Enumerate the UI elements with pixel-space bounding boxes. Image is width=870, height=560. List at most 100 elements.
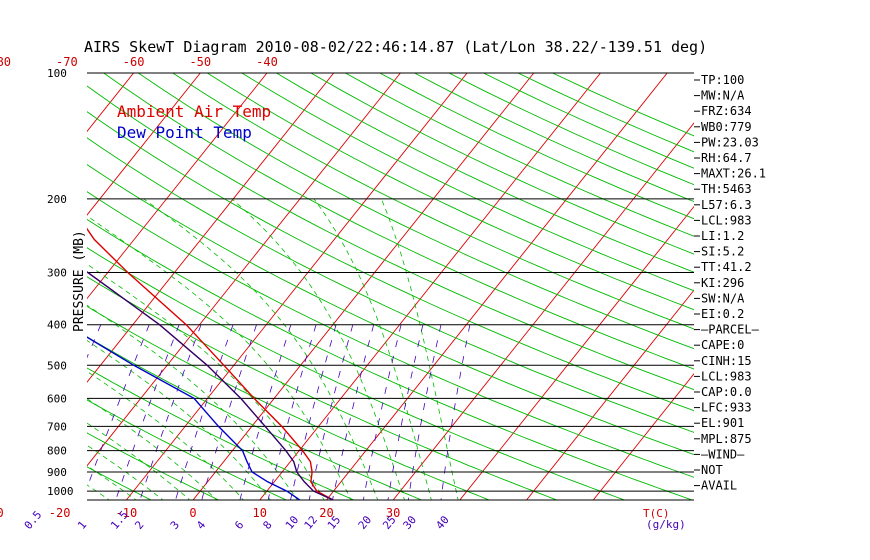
- isotherm-lines: [0, 73, 694, 502]
- dry-adiabat-line: [87, 137, 694, 433]
- moist-adiabat-line: [87, 215, 352, 500]
- index-entry: LCL:983: [701, 369, 752, 383]
- mixing-ratio-line: [267, 324, 317, 500]
- isotherm-line: [125, 73, 468, 500]
- mixing-ratio-line: [175, 324, 234, 500]
- dry-adiabat-line: [276, 73, 694, 273]
- index-entry: PW:23.03: [701, 135, 759, 149]
- mixing-ratio-line: [332, 324, 375, 500]
- series-layer: [87, 227, 334, 500]
- isotherm-line: [325, 73, 668, 500]
- top-temp-tick-label: -80: [0, 55, 11, 69]
- index-entry: EL:901: [701, 416, 744, 430]
- index-entry: TP:100: [701, 73, 744, 87]
- index-entry: MAXT:26.1: [701, 167, 766, 181]
- pressure-tick-label: 1000: [47, 485, 74, 498]
- mixing-ratio-label: 20: [356, 513, 374, 532]
- index-entry: EI:0.2: [701, 307, 744, 321]
- pressure-tick-label: 800: [47, 445, 67, 458]
- index-entry: L57:6.3: [701, 198, 752, 212]
- isotherm-line: [0, 73, 67, 502]
- index-entry: CAPE:0: [701, 338, 744, 352]
- dry-adiabat-line: [310, 73, 694, 255]
- index-entry: LI:1.2: [701, 229, 744, 243]
- mixing-ratio-label: 3: [168, 518, 182, 531]
- bottom-temp-tick-label: -30: [0, 506, 4, 520]
- bottom-temp-tick-label: 10: [253, 506, 267, 520]
- index-entry: —WIND—: [701, 447, 745, 461]
- moist-adiabat-line: [87, 398, 218, 500]
- top-temp-tick-label: -70: [56, 55, 78, 69]
- mixing-ratio-line: [139, 324, 202, 500]
- legend-dew-point-temp: Dew Point Temp: [117, 123, 252, 142]
- isotherm-line: [87, 73, 201, 216]
- mixing-ratio-line: [87, 324, 150, 490]
- moist-adiabat-line: [87, 304, 298, 500]
- index-entry: —PARCEL—: [701, 323, 760, 337]
- moist-adiabat-lines: [87, 198, 459, 500]
- mixing-ratio-unit-label: (g/kg): [646, 518, 686, 531]
- mixing-ratio-line: [308, 324, 354, 500]
- dry-adiabat-line: [103, 73, 694, 370]
- index-entry: SW:N/A: [701, 291, 745, 305]
- top-temp-tick-label: -50: [189, 55, 211, 69]
- moist-adiabat-line: [87, 340, 271, 500]
- series-line: [87, 336, 301, 500]
- dry-adiabat-line: [87, 163, 694, 456]
- bottom-temp-tick-label: 30: [386, 506, 400, 520]
- bottom-temp-tick-label: 0: [189, 506, 196, 520]
- index-entry: LCL:983: [701, 213, 752, 227]
- mixing-ratio-label: 2: [132, 518, 146, 531]
- mixing-ratio-label: 6: [232, 518, 246, 531]
- dry-adiabat-line: [87, 85, 694, 391]
- pressure-tick-label: 400: [47, 319, 67, 332]
- index-entry: KI:296: [701, 276, 744, 290]
- dry-adiabat-line: [0, 73, 19, 502]
- pressure-tick-label: 700: [47, 420, 67, 433]
- index-entry: AVAIL: [701, 479, 737, 493]
- isotherm-line: [459, 205, 694, 500]
- isotherm-line: [525, 289, 694, 500]
- mixing-ratio-line: [387, 324, 424, 500]
- dry-adiabat-line: [207, 73, 694, 311]
- mixing-ratio-label: 8: [260, 518, 274, 531]
- temperature-unit-label: T(C): [643, 507, 670, 520]
- series-line: [87, 227, 334, 500]
- dry-adiabat-line: [517, 73, 694, 153]
- mixing-ratio-label: 40: [433, 513, 451, 532]
- pressure-tick-label: 900: [47, 466, 67, 479]
- index-entry: TH:5463: [701, 182, 752, 196]
- pressure-tick-label: 500: [47, 359, 67, 372]
- index-entry: SI:5.2: [701, 245, 744, 259]
- mixing-ratio-line: [239, 324, 292, 500]
- pressure-tick-label: 600: [47, 392, 67, 405]
- chart-title: AIRS SkewT Diagram 2010-08-02/22:46:14.8…: [84, 38, 707, 56]
- moist-adiabat-line: [87, 263, 325, 500]
- moist-adiabat-line: [313, 198, 432, 500]
- mixing-ratio-label: 30: [401, 513, 419, 532]
- dry-adiabat-line: [483, 73, 694, 169]
- mixing-ratio-line: [115, 324, 180, 500]
- mixing-ratio-line: [362, 324, 402, 500]
- top-temperature-tick-labels: -120-110-100-90-80-70-60-50-40: [0, 55, 278, 69]
- index-entry: NOT: [701, 463, 723, 477]
- top-temp-tick-label: -40: [256, 55, 278, 69]
- bottom-temp-tick-label: -10: [116, 506, 138, 520]
- index-entry: MW:N/A: [701, 89, 745, 103]
- y-axis-label: PRESSURE (MB): [72, 230, 87, 332]
- dry-adiabat-line: [345, 73, 694, 237]
- mixing-ratio-label: 1: [75, 518, 89, 531]
- isotherm-line: [87, 73, 268, 300]
- moist-adiabat-line: [87, 370, 245, 500]
- index-entry: MPL:875: [701, 432, 752, 446]
- dry-adiabat-line: [241, 73, 694, 292]
- mixing-ratio-line: [290, 324, 337, 500]
- dry-adiabat-line: [138, 73, 694, 350]
- moist-adiabat-line: [87, 465, 137, 500]
- isotherm-line: [87, 73, 401, 467]
- dry-adiabat-line: [172, 73, 694, 330]
- index-entry: LFC:933: [701, 401, 752, 415]
- index-entry: CAP:0.0: [701, 385, 752, 399]
